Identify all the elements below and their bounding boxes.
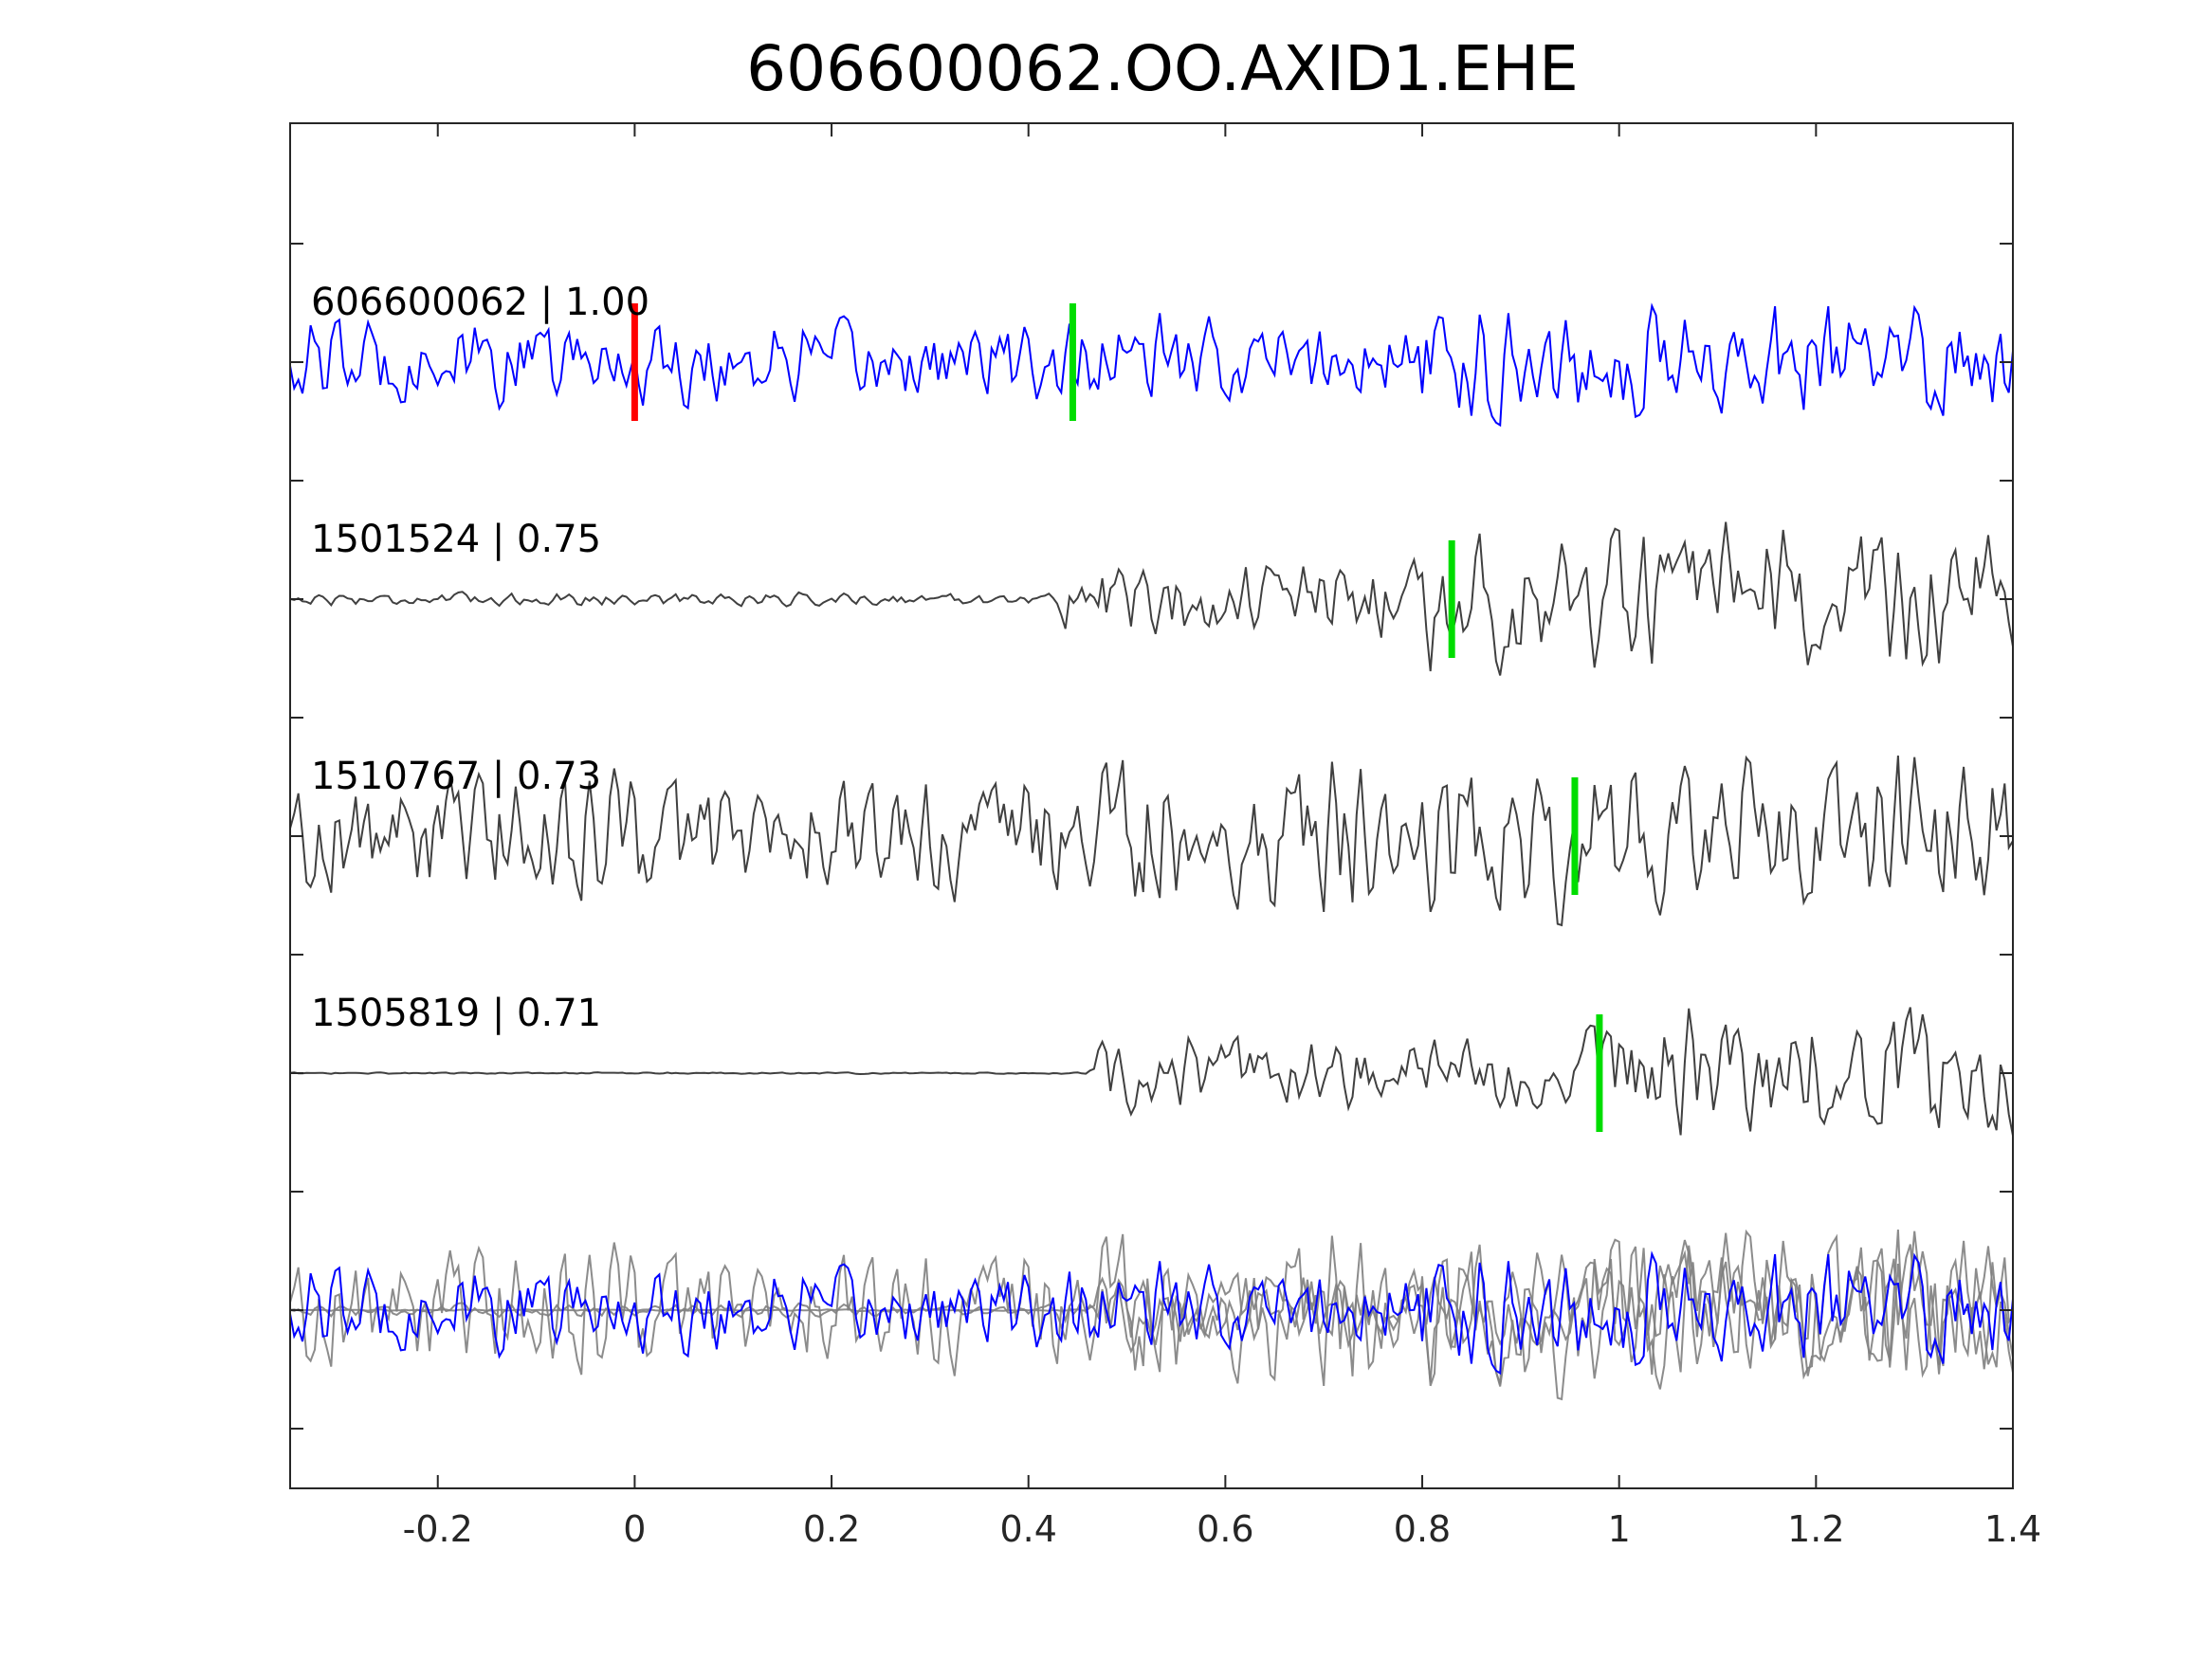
x-tick-label-1: -0.2 <box>403 1508 473 1550</box>
trace-line-1 <box>289 302 2014 428</box>
trace-label-1: 606600062 | 1.00 <box>311 281 649 324</box>
overlay-trace-4 <box>289 1244 2014 1374</box>
trace-label-2: 1501524 | 0.75 <box>311 518 601 561</box>
x-tick-label-8: 1.2 <box>1787 1508 1844 1550</box>
x-tick-label-7: 1 <box>1608 1508 1631 1550</box>
x-tick-label-9: 1.4 <box>1984 1508 2041 1550</box>
trace-label-3: 1510767 | 0.73 <box>311 755 601 798</box>
picks-layer <box>631 303 1603 1132</box>
x-tick-label-5: 0.6 <box>1197 1508 1253 1550</box>
trace-line-2 <box>289 521 2014 676</box>
traces-layer <box>289 302 2014 1401</box>
trace-line-3 <box>289 755 2014 927</box>
trace-labels: 606600062 | 1.00 1501524 | 0.75 1510767 | … <box>311 281 649 1035</box>
x-axis-tick-labels: -0.2 0 0.2 0.4 0.6 0.8 1 1.2 1.4 <box>403 1508 2042 1550</box>
plot-frame <box>289 122 2014 1489</box>
axis-ticks <box>290 123 2014 1488</box>
trace-label-4: 1505819 | 0.71 <box>311 992 601 1035</box>
overlay-trace-3 <box>289 1229 2014 1401</box>
x-tick-label-3: 0.2 <box>803 1508 860 1550</box>
x-tick-label-2: 0 <box>623 1508 646 1550</box>
chart-title: 606600062.OO.AXID1.EHE <box>746 32 1579 105</box>
trace-line-4 <box>289 1007 2014 1137</box>
overlay-trace-1 <box>289 1250 2014 1376</box>
x-tick-label-4: 0.4 <box>999 1508 1056 1550</box>
x-tick-label-6: 0.8 <box>1394 1508 1451 1550</box>
